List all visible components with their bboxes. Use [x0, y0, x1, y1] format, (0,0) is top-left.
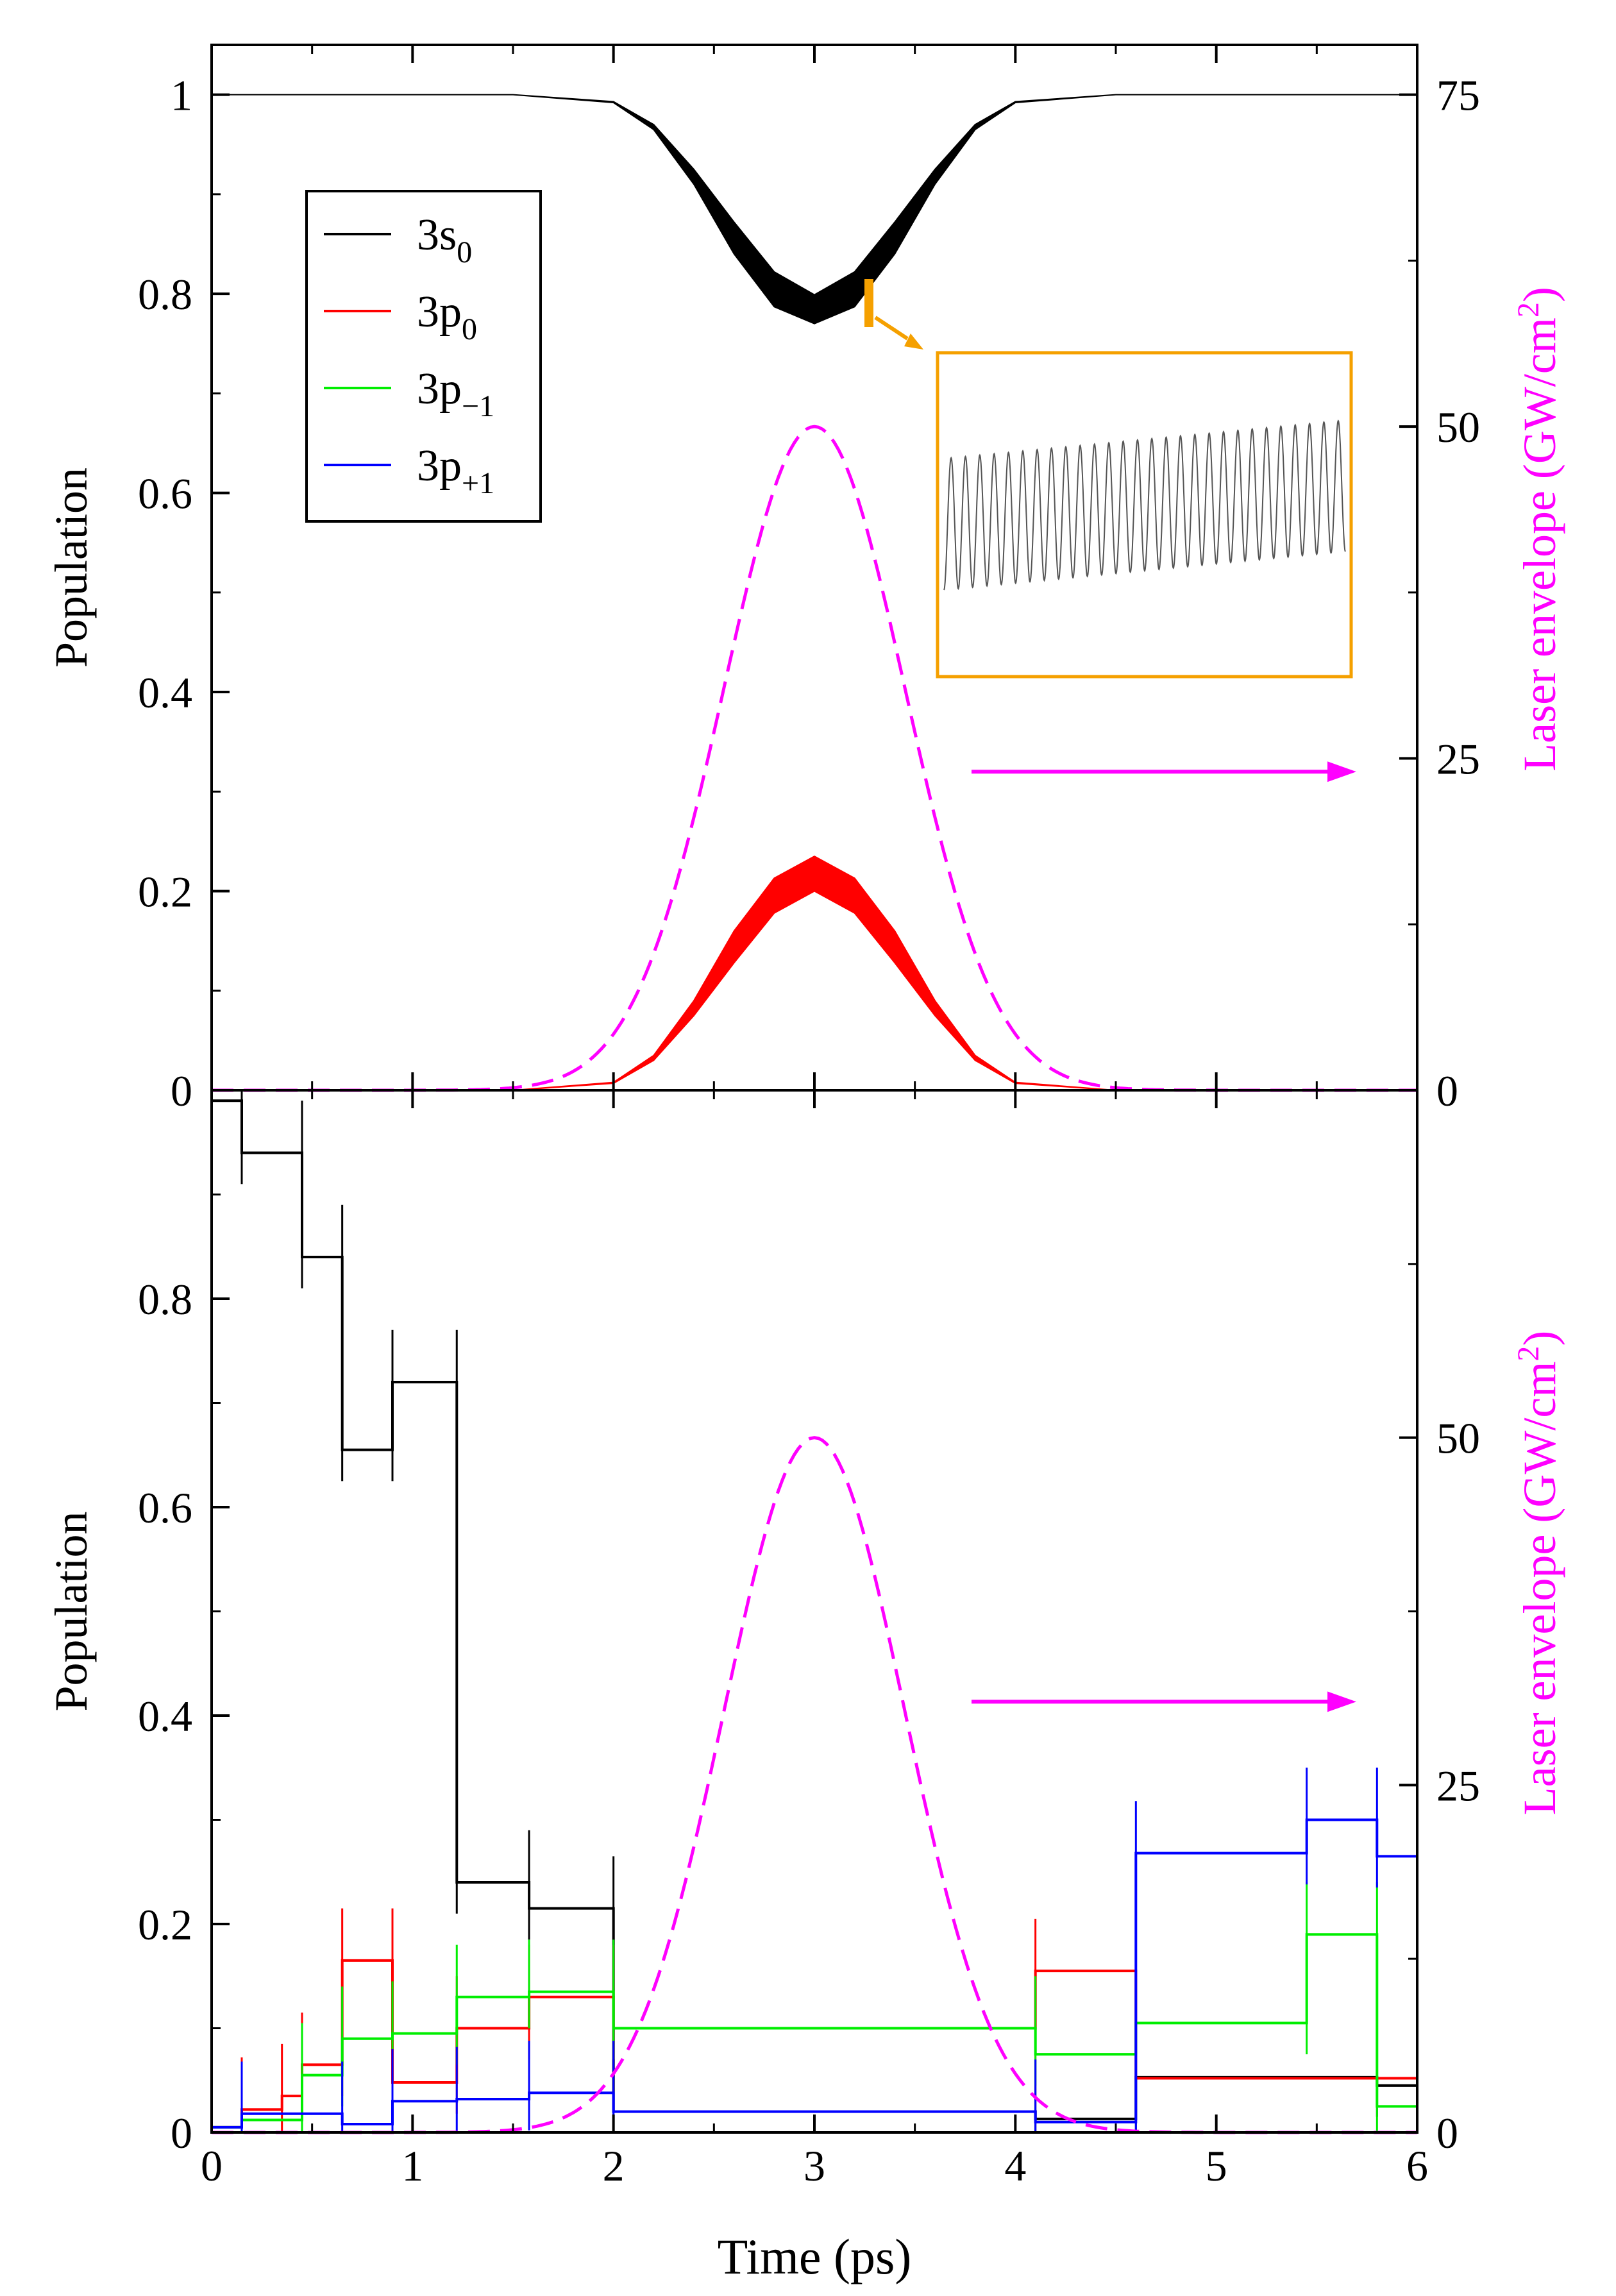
x-tick-label: 6 — [1406, 2141, 1428, 2190]
y2-tick-label: 75 — [1436, 71, 1480, 120]
legend-label-sub: −1 — [462, 389, 494, 423]
series-3s0 — [212, 94, 1417, 325]
x-tick-label: 2 — [603, 2141, 625, 2190]
y2-tick-label: 25 — [1436, 735, 1480, 784]
right-axis-arrowhead — [1327, 761, 1356, 782]
y2-label-suffix: ) — [1514, 1331, 1565, 1346]
series-3p0 — [212, 856, 1417, 1091]
legend-label-base: 3p — [417, 441, 462, 491]
series-3p+1 — [212, 1768, 1417, 2132]
legend-label-3: 3p+1 — [417, 441, 494, 500]
legend-label-sub: 0 — [462, 312, 477, 346]
inset — [864, 279, 1353, 679]
x-tick-label: 1 — [401, 2141, 423, 2190]
y2-tick-label: 0 — [1436, 2109, 1458, 2157]
y-tick-label: 1 — [171, 71, 192, 120]
y2-tick-label: 0 — [1436, 1067, 1458, 1115]
y-axis-label: Population — [46, 468, 97, 668]
x-axis-label: Time (ps) — [718, 2229, 912, 2284]
y2-tick-label: 25 — [1436, 1761, 1480, 1810]
right-axis-arrowhead — [1327, 1691, 1356, 1712]
x-tick-label: 0 — [201, 2141, 223, 2190]
y2-axis-label: Laser envelope (GW/cm2) — [1511, 1331, 1565, 1816]
y-tick-label: 0.6 — [138, 469, 192, 518]
y2-label-exponent: 2 — [1511, 302, 1545, 317]
y-tick-label: 0 — [171, 2109, 192, 2157]
y2-tick-label: 50 — [1436, 403, 1480, 452]
legend-box — [305, 190, 542, 523]
x-tick-label: 3 — [804, 2141, 825, 2190]
y-tick-label: 0.8 — [138, 1275, 192, 1324]
y-tick-label: 0.2 — [138, 868, 192, 916]
y-tick-label: 0.4 — [138, 1692, 192, 1741]
y2-label-exponent: 2 — [1511, 1346, 1545, 1362]
axis-labels: Time (ps) — [718, 2229, 912, 2284]
inset-oscillation-line — [943, 419, 1346, 591]
legend-label-sub: +1 — [462, 466, 494, 500]
y-tick-label: 0.2 — [138, 1900, 192, 1949]
legend-label-2: 3p−1 — [417, 364, 494, 423]
x-tick-label: 4 — [1004, 2141, 1026, 2190]
inset-pointer-head — [904, 333, 923, 350]
inset-box — [936, 351, 1353, 679]
y-tick-label: 0.8 — [138, 270, 192, 319]
inset-marker — [864, 279, 873, 327]
legend-label-base: 3p — [417, 287, 462, 337]
y-axis-label: Population — [46, 1511, 97, 1711]
band-3s0 — [212, 94, 1417, 325]
band-3p0 — [212, 856, 1417, 1091]
y2-axis-label: Laser envelope (GW/cm2) — [1511, 287, 1565, 772]
y2-label-suffix: ) — [1514, 287, 1565, 302]
x-tick-label: 5 — [1206, 2141, 1227, 2190]
legend-label-1: 3p0 — [417, 287, 477, 346]
y-tick-label: 0.4 — [138, 668, 192, 717]
y-tick-label: 0 — [171, 1067, 192, 1115]
legend-label-base: 3p — [417, 364, 462, 414]
legend-label-sub: 0 — [457, 235, 472, 269]
legend-label-0: 3s0 — [417, 210, 472, 269]
legend-label-base: 3s — [417, 210, 457, 260]
y2-tick-label: 50 — [1436, 1414, 1480, 1463]
y-tick-label: 0.6 — [138, 1483, 192, 1532]
inset-pointer — [874, 316, 909, 341]
